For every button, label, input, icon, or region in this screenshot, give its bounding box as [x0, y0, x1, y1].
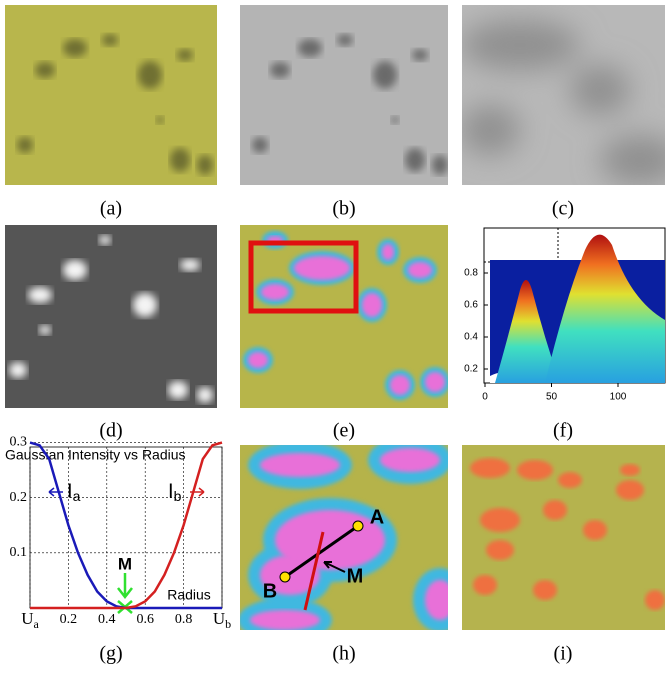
image-d [5, 225, 217, 408]
blob [252, 137, 268, 153]
blob [373, 61, 397, 89]
panel-label: (b) [332, 198, 355, 220]
surface-plot-f [484, 228, 665, 383]
x-tick-label: 0.8 [175, 612, 193, 627]
blob [63, 39, 87, 57]
x-tick-label: 0.4 [98, 612, 116, 627]
image-e [240, 225, 450, 408]
blob [270, 62, 290, 78]
panel-label: (h) [332, 643, 355, 665]
blob [294, 256, 350, 280]
blob [102, 34, 118, 46]
blob [180, 259, 200, 271]
plot-g: Gaussian Intensity vs Radius Radius M Ua… [5, 435, 231, 631]
blob [380, 448, 440, 472]
blob [35, 62, 55, 78]
blob [250, 610, 320, 630]
annotation: M [118, 554, 132, 573]
blob [298, 39, 322, 57]
y-tick-label: 0.1 [10, 545, 28, 560]
legend-arrow [49, 488, 63, 496]
blob [39, 325, 51, 335]
panel-label: (i) [554, 643, 573, 665]
x-tick-label: Ub [213, 609, 231, 631]
point-label: B [263, 580, 277, 602]
y-tick-label: 0.2 [10, 490, 28, 505]
blob [63, 260, 87, 280]
blob [170, 148, 190, 172]
blob [362, 293, 382, 317]
blob [197, 155, 213, 175]
blob [480, 508, 520, 532]
blob [432, 155, 448, 175]
blob [473, 575, 497, 595]
blob [425, 580, 455, 620]
blob [156, 116, 164, 124]
x-tick-label: 100 [610, 392, 627, 403]
legend-label: Ib [168, 480, 182, 503]
blob [260, 453, 340, 477]
image-a [5, 5, 217, 185]
figure: A B M Gaussian Intensity vs Radius Radiu… [0, 0, 668, 675]
blob [177, 49, 193, 61]
blob [558, 472, 582, 488]
blob [616, 480, 644, 500]
blob [133, 293, 157, 317]
y-tick-label: 0.4 [464, 332, 478, 343]
y-tick-label: 0.3 [10, 435, 28, 450]
legend-label: Ia [67, 480, 81, 503]
plot-title: Gaussian Intensity vs Radius [5, 447, 186, 463]
x-tick-label: 50 [546, 392, 558, 403]
blob [390, 375, 410, 395]
blob [9, 362, 27, 378]
blob [405, 148, 425, 172]
image-c [460, 5, 668, 185]
blob [533, 580, 557, 600]
annotation: M [347, 565, 364, 587]
y-tick-label: 0.2 [464, 364, 478, 375]
blob [261, 284, 289, 300]
blob [337, 34, 353, 46]
blob [470, 458, 510, 478]
blob [168, 381, 188, 399]
x-axis-label: Radius [167, 587, 211, 603]
blob [412, 49, 428, 61]
blob [382, 244, 394, 260]
panel-label: (e) [333, 420, 355, 442]
blob [645, 590, 665, 610]
blob [99, 235, 111, 245]
blob [248, 352, 268, 368]
blob [620, 464, 640, 476]
panel-label: (f) [553, 420, 573, 442]
panel-label: (g) [99, 643, 122, 665]
image-b [240, 5, 448, 185]
blob [197, 387, 213, 403]
blob [517, 460, 553, 480]
blob [425, 372, 445, 392]
blob [28, 287, 52, 303]
blob [408, 262, 432, 278]
x-tick-label: Ua [21, 609, 39, 631]
blob [486, 540, 514, 560]
image-h [238, 436, 467, 642]
image-i [462, 445, 665, 630]
y-tick-label: 0.6 [464, 300, 478, 311]
panel-label: (a) [100, 198, 122, 220]
point-label: A [370, 506, 384, 528]
blob [583, 520, 607, 540]
x-tick-label: 0 [482, 392, 488, 403]
blob [138, 61, 162, 89]
y-tick-label: 0.8 [464, 268, 478, 279]
blob [17, 137, 33, 153]
panel-label: (d) [99, 420, 122, 442]
x-tick-label: 0.2 [60, 612, 78, 627]
blob [391, 116, 399, 124]
panel-label: (c) [552, 198, 574, 220]
x-tick-label: 0.6 [136, 612, 154, 627]
blob [543, 500, 567, 520]
